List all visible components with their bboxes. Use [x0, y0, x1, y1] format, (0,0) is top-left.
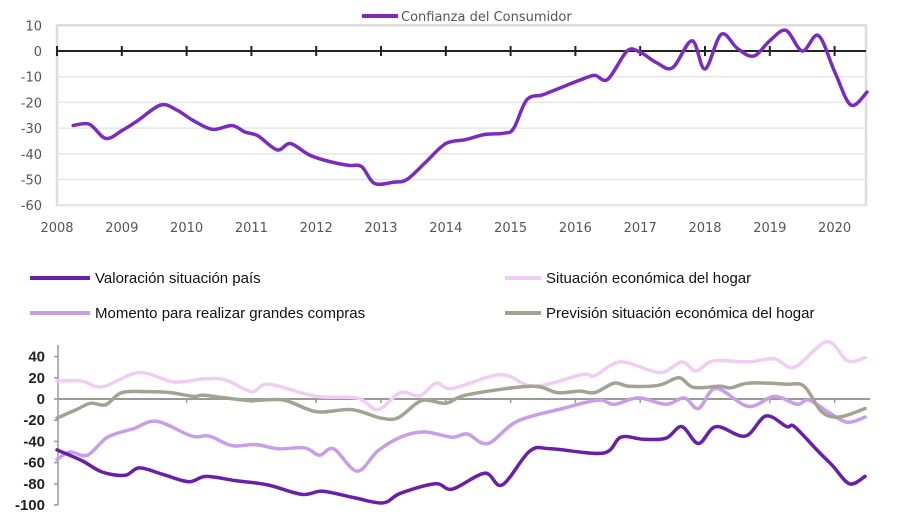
y-tick-label: 40	[28, 349, 45, 366]
y-tick-label: -10	[21, 71, 42, 86]
legend-label: Valoración situación país	[95, 270, 261, 287]
y-tick-label: 20	[28, 370, 45, 387]
y-tick-label: -40	[23, 433, 45, 450]
legend-label: Situación económica del hogar	[546, 270, 751, 287]
x-tick-label: 2008	[40, 221, 73, 236]
bottom-chart-legend: Valoración situación país Situación econó…	[30, 270, 814, 322]
x-tick-label: 2013	[364, 221, 397, 236]
series-line-prevision-situacion-economica-del-hogar	[55, 376, 867, 422]
y-tick-label: -60	[23, 455, 45, 472]
x-tick-label: 2017	[624, 221, 657, 236]
y-tick-label: -50	[21, 174, 42, 189]
series-line-confianza	[71, 28, 869, 187]
x-tick-label: 2010	[170, 221, 203, 236]
series-line-valoracion-situacion-pais	[55, 414, 867, 505]
x-tick-label: 2018	[688, 221, 721, 236]
y-tick-label: -80	[23, 476, 45, 493]
x-tick-label: 2011	[235, 221, 268, 236]
series-line-momento-para-realizar-grandes-compras	[55, 386, 867, 473]
y-tick-label: 10	[25, 19, 42, 34]
y-tick-label: 0	[37, 391, 45, 408]
x-tick-label: 2016	[559, 221, 592, 236]
x-tick-label: 2012	[300, 221, 333, 236]
y-tick-label: 0	[34, 45, 42, 60]
legend-label: Confianza del Consumidor	[401, 10, 572, 25]
x-tick-label: 2015	[494, 221, 527, 236]
y-tick-label: -100	[15, 497, 45, 514]
legend-label: Previsión situación económica del hogar	[546, 305, 814, 322]
y-tick-label: -20	[23, 412, 45, 429]
x-tick-label: 2014	[429, 221, 462, 236]
bottom-chart: 40 20 0 -20 -40 -60 -80 -100	[15, 340, 870, 514]
y-tick-label: -40	[21, 148, 42, 163]
x-tick-label: 2009	[105, 221, 138, 236]
legend-label: Momento para realizar grandes compras	[95, 305, 365, 322]
y-tick-label: -60	[21, 199, 42, 214]
x-tick-label: 2019	[753, 221, 786, 236]
series-line-situacion-economica-del-hogar	[55, 340, 867, 412]
top-chart: 10 0 -10 -20 -30 -40 -50 -60 2008 2009 2010 2011 201…	[21, 10, 869, 236]
y-tick-label: -20	[21, 96, 42, 111]
y-tick-label: -30	[21, 122, 42, 137]
x-tick-label: 2020	[818, 221, 851, 236]
